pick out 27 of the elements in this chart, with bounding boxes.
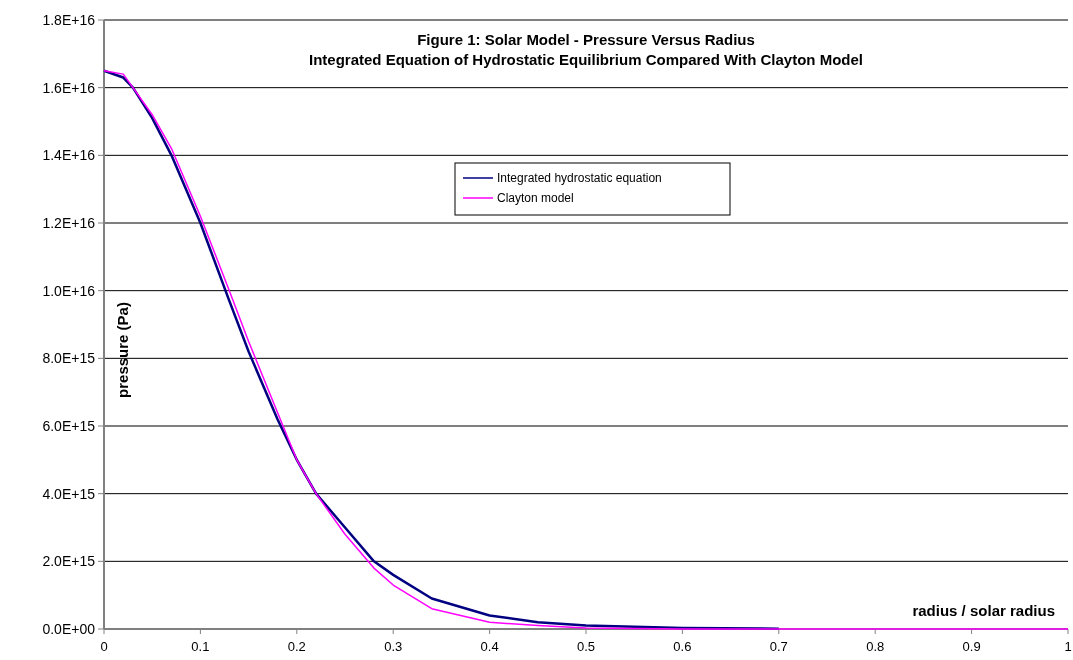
y-tick-label: 8.0E+15 — [42, 350, 96, 367]
y-tick-label: 1.8E+16 — [42, 11, 96, 28]
x-tick-label: 0.6 — [673, 639, 692, 654]
legend-label: Integrated hydrostatic equation — [497, 171, 662, 186]
x-tick-label: 0.8 — [866, 639, 885, 654]
x-tick-label: 0.3 — [384, 639, 403, 654]
x-tick-label: 0.5 — [576, 639, 596, 654]
text: Integrated Equation of Hydrostatic Equilibrium Compared With Clayton Model — [308, 51, 864, 68]
x-tick-label: 0.4 — [480, 639, 499, 654]
x-tick-label: 1 — [1064, 639, 1072, 654]
y-tick-label: 1.6E+16 — [42, 79, 96, 96]
x-axis-title: radius / solar radius — [912, 602, 1055, 619]
x-tick-label: 0.1 — [191, 639, 210, 654]
y-tick-label: 6.0E+15 — [42, 417, 96, 434]
y-tick-label: 1.4E+16 — [42, 147, 96, 164]
text: Figure 1: Solar Model - Pressure Versus Radius — [417, 31, 755, 48]
x-tick-label: 0.7 — [769, 639, 788, 654]
x-tick-label: 0.9 — [962, 639, 981, 654]
x-tick-label: 0 — [100, 639, 108, 654]
y-tick-label: 4.0E+15 — [42, 485, 96, 502]
y-tick-label: 1.2E+16 — [42, 214, 96, 231]
y-axis-title: pressure (Pa) — [114, 302, 131, 398]
y-tick-label: 2.0E+15 — [42, 553, 96, 570]
legend-label: Clayton model — [497, 191, 574, 206]
y-tick-label: 1.0E+16 — [42, 282, 96, 299]
x-tick-label: 0.2 — [287, 639, 306, 654]
y-tick-label: 0.0E+00 — [42, 620, 96, 637]
